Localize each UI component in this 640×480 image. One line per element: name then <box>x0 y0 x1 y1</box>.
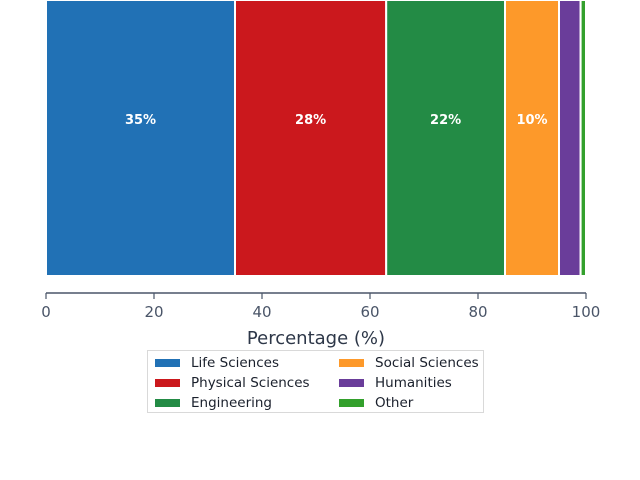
bar-segment-social-sciences <box>504 0 560 277</box>
x-tick-label: 20 <box>144 303 163 321</box>
data-label-social-sciences: 10% <box>516 113 547 128</box>
legend-item-life-sciences: Life Sciences <box>155 353 339 373</box>
x-tick-label: 100 <box>572 303 601 321</box>
x-tick-label: 80 <box>468 303 487 321</box>
legend-label: Engineering <box>191 395 272 411</box>
bar-segment-life-sciences <box>45 0 236 277</box>
bar-segment-humanities <box>558 0 582 277</box>
bar-data-labels: 35% 28% 22% 10% <box>125 113 548 128</box>
bar-segment-physical-sciences <box>234 0 388 277</box>
legend-swatch <box>339 359 364 367</box>
x-tick-label: 40 <box>252 303 271 321</box>
legend-label: Other <box>375 395 414 411</box>
legend: Life Sciences Physical Sciences Engineerin… <box>147 350 484 413</box>
x-axis-title: Percentage (%) <box>247 328 385 349</box>
legend-label: Social Sciences <box>375 355 479 371</box>
legend-swatch <box>155 399 180 407</box>
legend-item-other: Other <box>339 393 489 413</box>
legend-label: Humanities <box>375 375 452 391</box>
data-label-engineering: 22% <box>430 113 461 128</box>
legend-item-physical-sciences: Physical Sciences <box>155 373 339 393</box>
legend-swatch <box>155 359 180 367</box>
legend-swatch <box>339 399 364 407</box>
bar-segment-other <box>579 0 587 277</box>
legend-label: Life Sciences <box>191 355 279 371</box>
x-tick-label: 60 <box>360 303 379 321</box>
legend-item-social-sciences: Social Sciences <box>339 353 489 373</box>
x-tick-label: 0 <box>41 303 51 321</box>
legend-swatch <box>339 379 364 387</box>
data-label-life-sciences: 35% <box>125 113 156 128</box>
data-label-physical-sciences: 28% <box>295 113 326 128</box>
bar-segment-engineering <box>385 0 507 277</box>
legend-swatch <box>155 379 180 387</box>
bar-segments <box>45 0 587 277</box>
legend-label: Physical Sciences <box>191 375 310 391</box>
x-axis-ticks: 0 20 40 60 80 100 <box>41 293 600 321</box>
legend-item-humanities: Humanities <box>339 373 489 393</box>
legend-item-engineering: Engineering <box>155 393 339 413</box>
